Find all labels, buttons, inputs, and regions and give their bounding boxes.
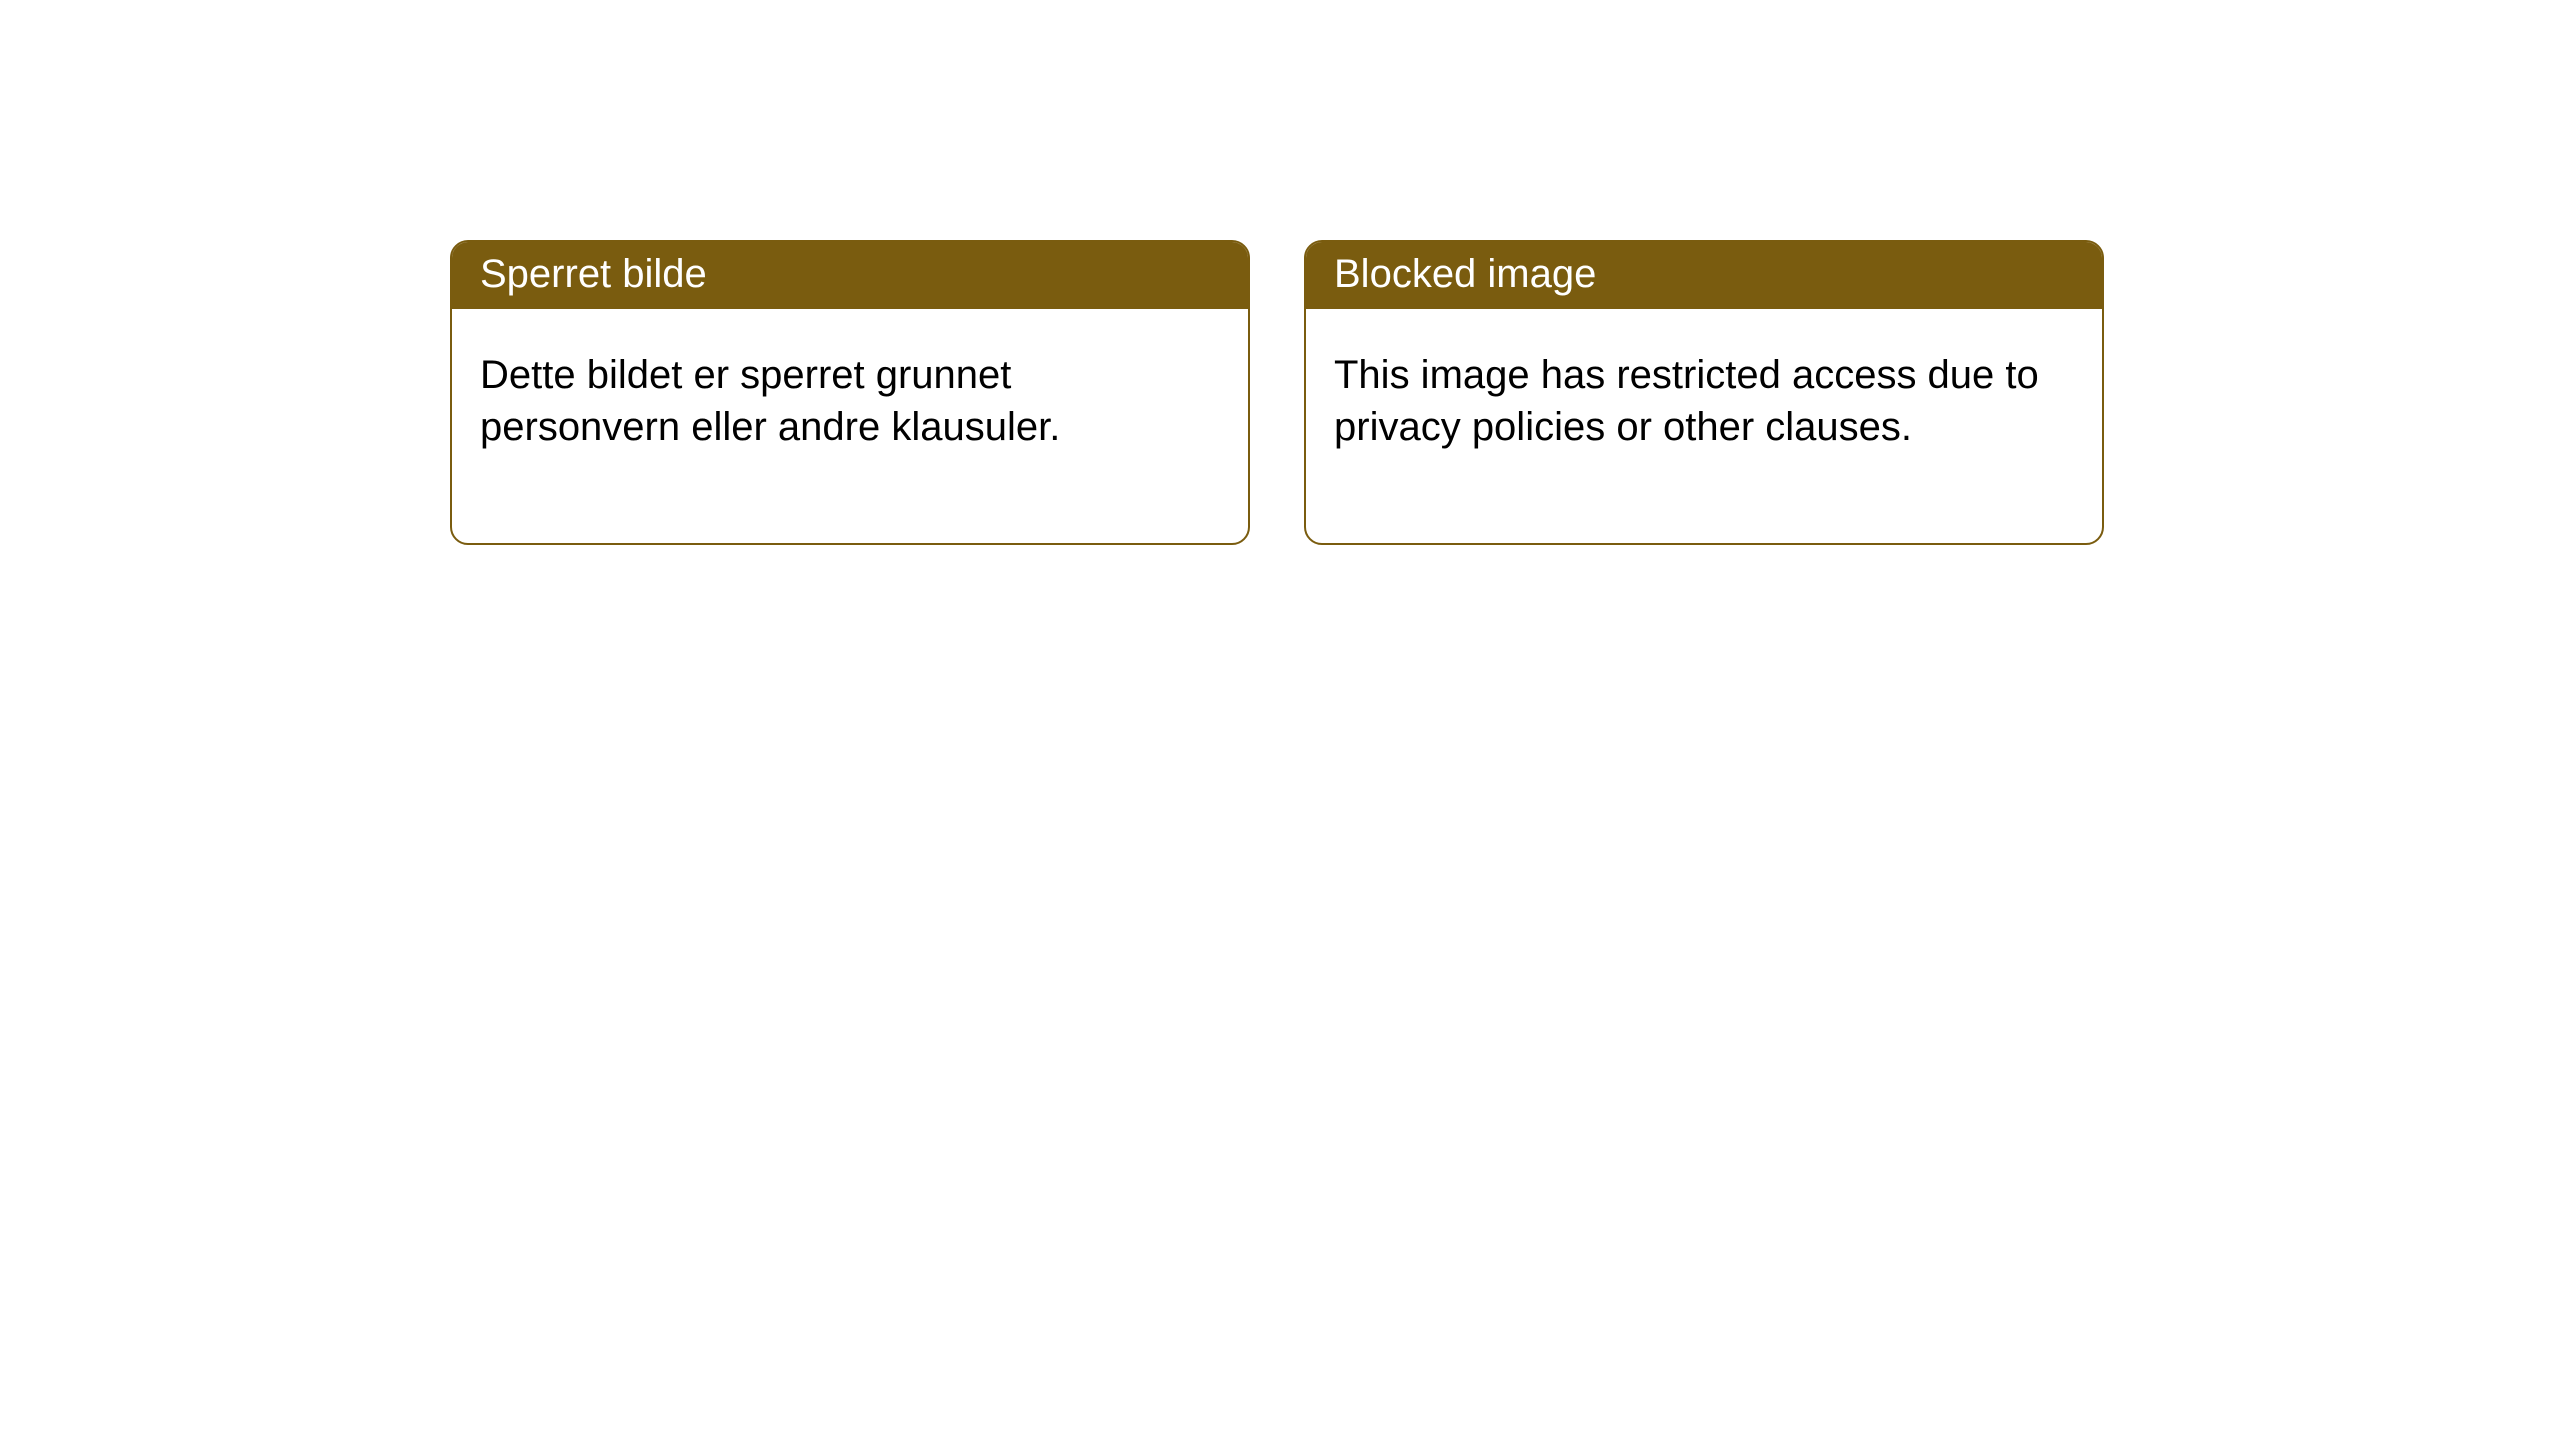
card-body: This image has restricted access due to … xyxy=(1306,309,2102,543)
card-title: Sperret bilde xyxy=(480,252,707,296)
notice-card-norwegian: Sperret bilde Dette bildet er sperret gr… xyxy=(450,240,1250,545)
card-body-text: This image has restricted access due to … xyxy=(1334,353,2039,449)
card-body: Dette bildet er sperret grunnet personve… xyxy=(452,309,1248,543)
notice-container: Sperret bilde Dette bildet er sperret gr… xyxy=(0,0,2560,545)
card-title: Blocked image xyxy=(1334,252,1596,296)
card-header: Sperret bilde xyxy=(452,242,1248,309)
card-body-text: Dette bildet er sperret grunnet personve… xyxy=(480,353,1060,449)
notice-card-english: Blocked image This image has restricted … xyxy=(1304,240,2104,545)
card-header: Blocked image xyxy=(1306,242,2102,309)
